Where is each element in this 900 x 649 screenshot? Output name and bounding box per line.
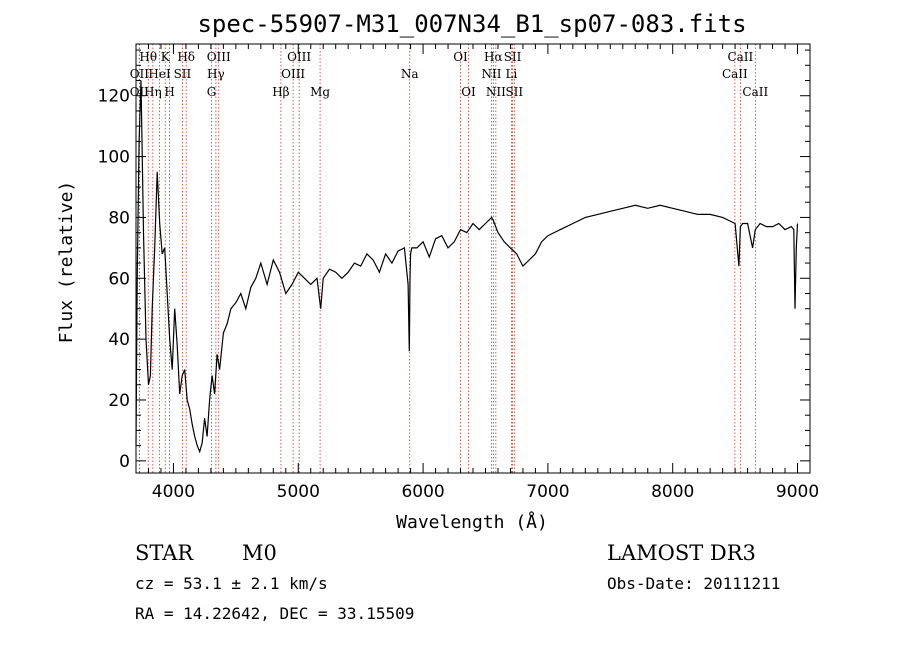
survey-name: LAMOST DR3 — [607, 541, 756, 565]
x-tick-label: 4000 — [152, 482, 195, 502]
spectral-line-label: CaII — [727, 50, 753, 64]
spectral-line-label: OII — [130, 67, 150, 81]
spectral-line-label: OIII — [207, 50, 231, 64]
spectral-line-label: OI — [461, 85, 476, 99]
y-tick-label: 0 — [119, 452, 130, 472]
y-axis-label: Flux (relative) — [56, 181, 77, 344]
y-axis: 0 20 40 60 80 100 120 — [98, 49, 810, 472]
x-tick-label: 5000 — [277, 482, 320, 502]
sky-coordinates: RA = 14.22642, DEC = 33.15509 — [135, 604, 414, 623]
spectral-line-label: Hα — [484, 50, 503, 64]
object-subclass: M0 — [242, 541, 277, 565]
y-tick-label: 20 — [108, 391, 130, 411]
x-tick-label: 9000 — [776, 482, 819, 502]
spectral-line-label: Hθ — [139, 50, 157, 64]
spectral-line-label: NII — [481, 67, 501, 81]
y-tick-label: 120 — [98, 87, 130, 107]
y-tick-label: 100 — [98, 148, 130, 168]
spectrum-line — [135, 80, 799, 454]
spectral-line-label: Na — [401, 67, 419, 81]
x-tick-label: 6000 — [401, 482, 444, 502]
spectral-line-label: SII — [174, 67, 192, 81]
spectral-line-label: OIII — [281, 67, 305, 81]
plot-frame — [135, 43, 811, 474]
spectral-line-label: OI — [453, 50, 468, 64]
spectral-line-label: NII — [486, 85, 506, 99]
chart-title: spec-55907-M31_007N34_B1_sp07-083.fits — [197, 10, 746, 38]
spectral-line-label: Mg — [310, 85, 330, 99]
redshift-velocity: cz = 53.1 ± 2.1 km/s — [135, 574, 328, 593]
y-tick-label: 80 — [108, 208, 130, 228]
observation-date: Obs-Date: 20111211 — [607, 574, 780, 593]
y-tick-label: 40 — [108, 330, 130, 350]
x-axis: 4000 5000 6000 7000 8000 9000 — [135, 44, 819, 502]
spectral-line-label: H — [164, 85, 174, 99]
spectral-line-label: OIII — [287, 50, 311, 64]
x-axis-label: Wavelength (Å) — [396, 511, 548, 533]
object-class: STAR — [135, 541, 194, 565]
spectral-line-label: SII — [505, 85, 523, 99]
spectral-line-label: HeI — [148, 67, 171, 81]
spectral-line-label: Hγ — [207, 67, 225, 81]
spectral-line-label: Hδ — [177, 50, 195, 64]
spectral-line-label: CaII — [742, 85, 768, 99]
y-tick-label: 60 — [108, 269, 130, 289]
spectral-line-markers — [138, 44, 756, 473]
spectral-line-label: Hβ — [272, 85, 289, 99]
spectral-line-label: SII — [504, 50, 522, 64]
x-tick-label: 7000 — [526, 482, 569, 502]
spectral-line-label: Hη — [144, 85, 162, 99]
spectral-line-label: K — [161, 50, 171, 64]
spectral-line-label: CaII — [722, 67, 748, 81]
spectral-line-label: Li — [506, 67, 518, 81]
x-tick-label: 8000 — [651, 482, 694, 502]
spectral-line-label: G — [207, 85, 217, 99]
